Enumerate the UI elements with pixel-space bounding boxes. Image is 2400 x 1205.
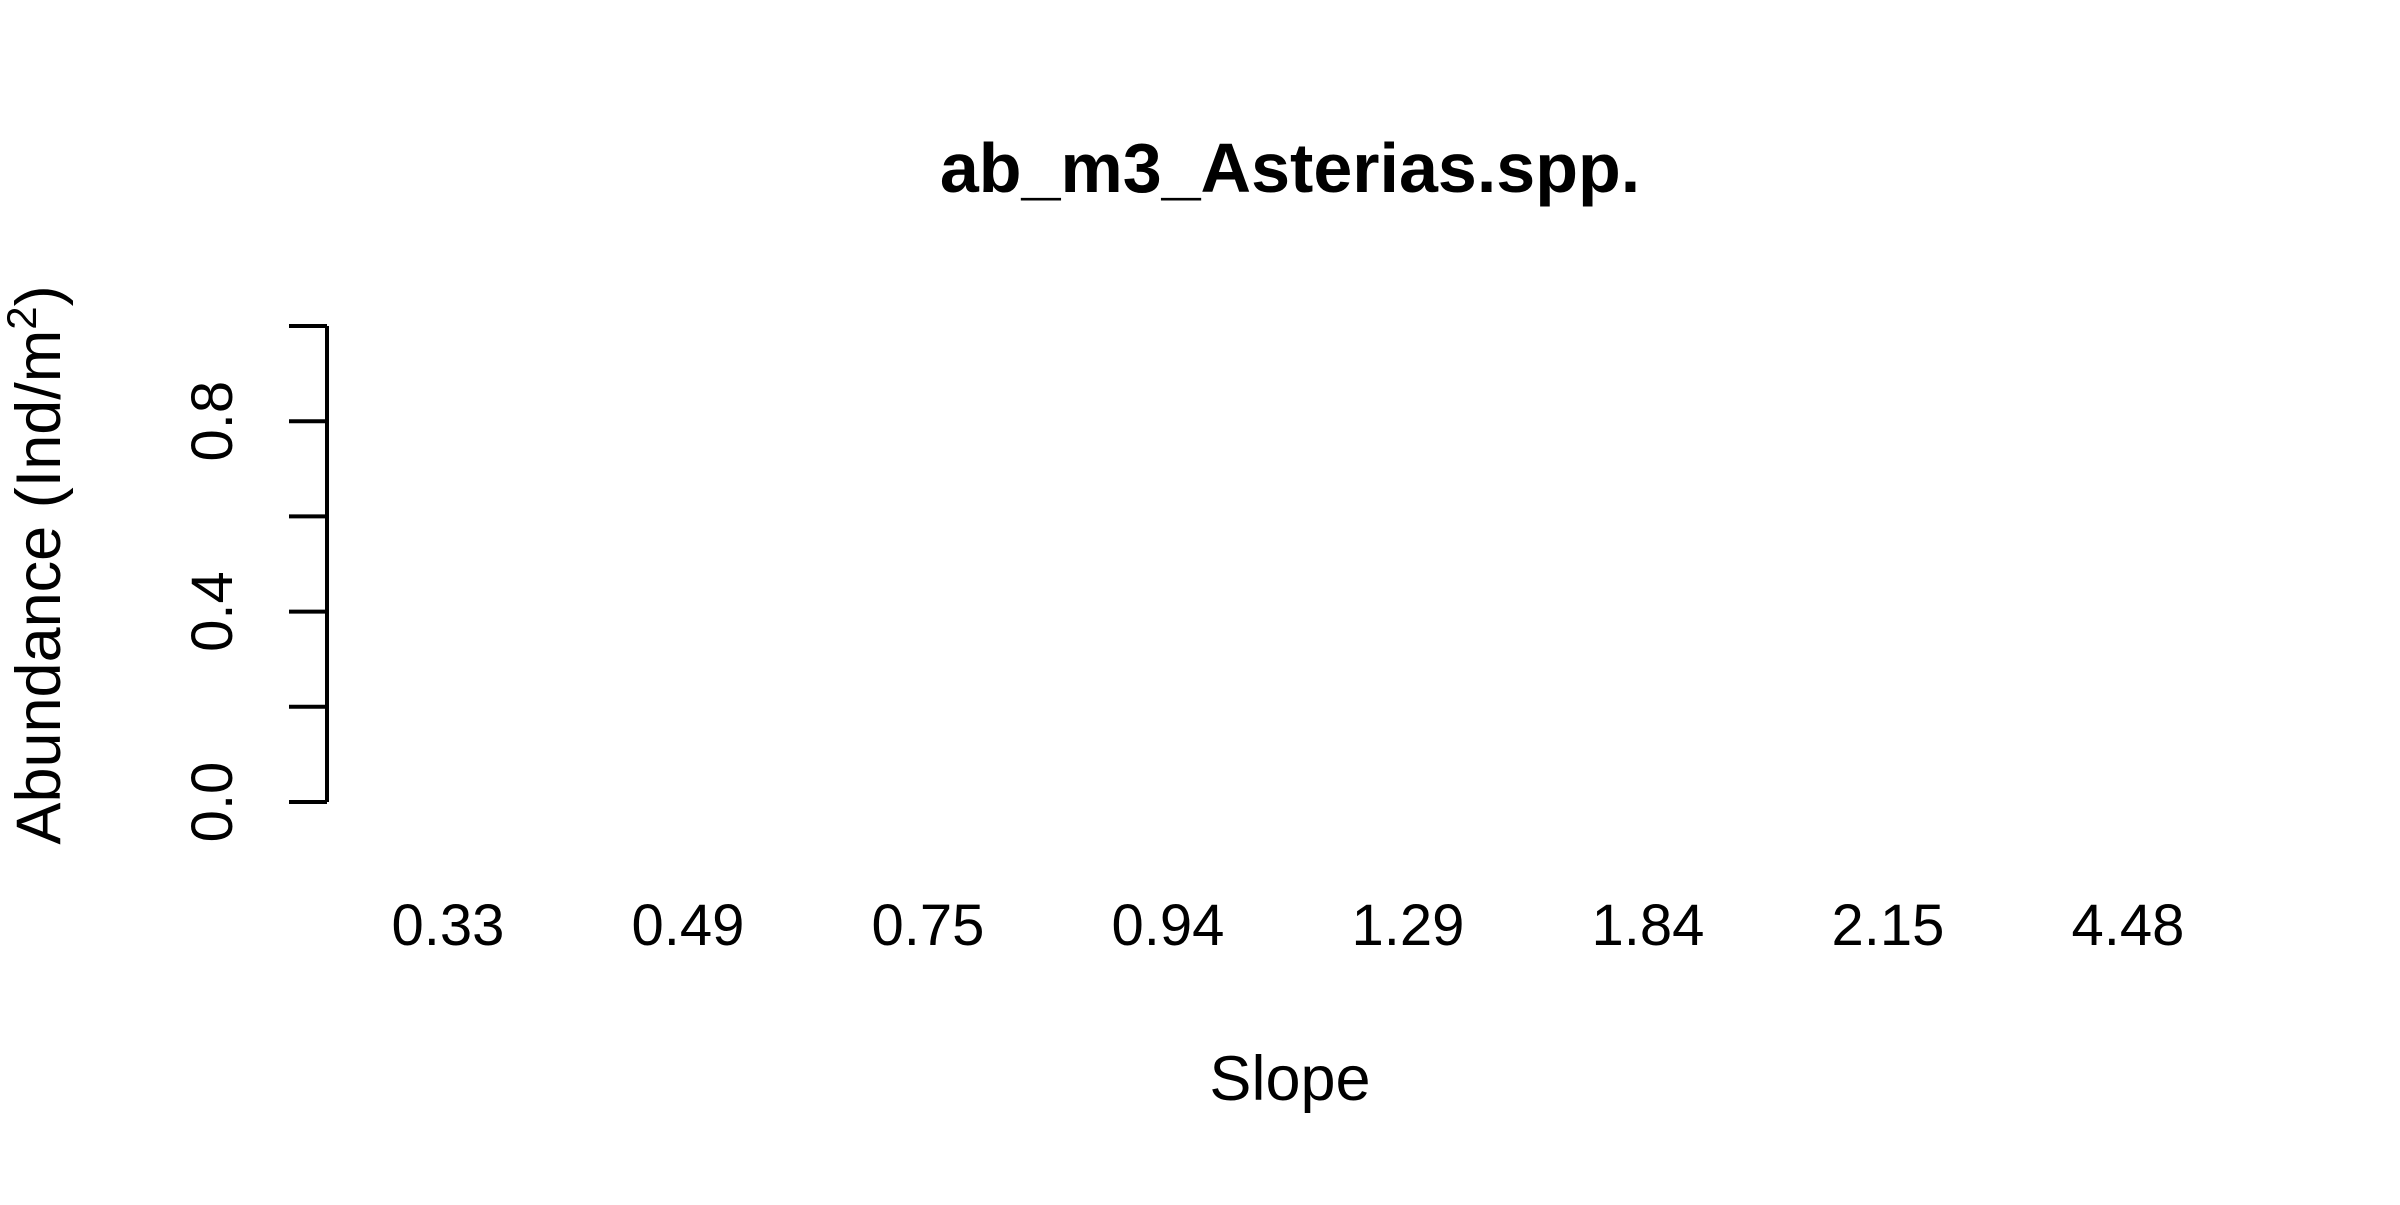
- x-tick-label: 2.15: [1832, 893, 1945, 958]
- y-tick-label: 0.4: [180, 571, 245, 652]
- x-tick-label: 0.94: [1112, 893, 1225, 958]
- x-tick-label: 0.75: [872, 893, 985, 958]
- x-axis-label: Slope: [1209, 1044, 1370, 1114]
- y-tick-label: 0.8: [180, 381, 245, 462]
- y-axis-label-superscript: 2: [0, 306, 45, 329]
- x-tick-label: 1.29: [1352, 893, 1465, 958]
- y-axis-label: Abundance (Ind/m2): [0, 285, 74, 844]
- y-axis-label-main: Abundance (Ind/m: [4, 330, 74, 845]
- chart-title: ab_m3_Asterias.spp.: [940, 129, 1640, 207]
- y-axis: 0.0 0.4 0.8: [180, 324, 329, 843]
- x-tick-label: 0.49: [632, 893, 745, 958]
- x-tick-label: 0.33: [392, 893, 505, 958]
- x-axis-tick-labels: 0.33 0.49 0.75 0.94 1.29 1.84 2.15 4.48: [392, 893, 2185, 958]
- x-tick-label: 1.84: [1592, 893, 1705, 958]
- x-tick-label: 4.48: [2072, 893, 2185, 958]
- y-tick-label: 0.0: [180, 762, 245, 843]
- y-axis-label-close: ): [4, 285, 74, 306]
